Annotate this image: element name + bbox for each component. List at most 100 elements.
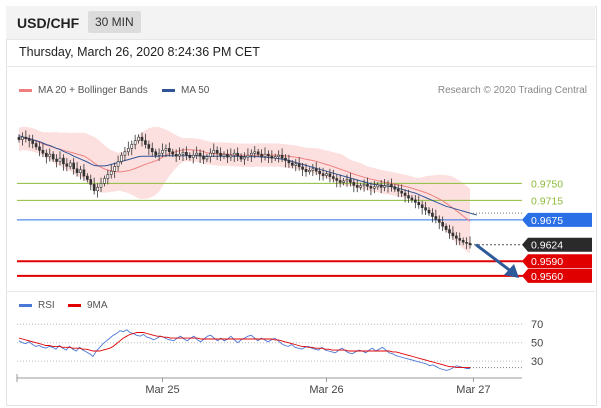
candle — [202, 150, 205, 164]
candle — [106, 169, 110, 185]
candle-body — [24, 136, 28, 139]
candle-body — [21, 136, 24, 140]
candle-body — [171, 151, 175, 155]
candle-body — [284, 157, 287, 161]
candle — [284, 154, 287, 168]
candle — [116, 155, 120, 172]
candle — [468, 236, 472, 249]
candle-body — [420, 204, 424, 209]
candle — [205, 153, 209, 162]
candle — [229, 148, 233, 162]
legend-swatch-ma20 — [19, 89, 32, 92]
candle — [294, 159, 298, 172]
level-tag-bg — [522, 254, 592, 269]
timeframe-button[interactable]: 30 MIN — [88, 11, 141, 33]
candle — [355, 179, 359, 193]
candle — [219, 147, 222, 162]
candle-body — [188, 154, 192, 158]
candle-body — [48, 153, 52, 157]
candle — [232, 149, 236, 162]
candle-body — [130, 144, 134, 149]
candle-body — [431, 212, 434, 217]
level-tag-label: 0.9560 — [531, 271, 563, 283]
candle — [58, 151, 62, 166]
candle — [352, 178, 356, 193]
candle — [99, 177, 103, 193]
candle — [45, 149, 48, 164]
time-axis-label: Mar 26 — [309, 384, 343, 396]
candle — [287, 154, 291, 168]
candle — [174, 149, 178, 162]
candle-body — [304, 169, 308, 173]
candle — [461, 237, 465, 246]
candle — [226, 149, 229, 163]
candle — [318, 167, 321, 181]
candle — [338, 174, 342, 188]
forecast-arrow-head — [504, 264, 519, 278]
candle-body — [209, 152, 212, 157]
candle-body — [161, 150, 164, 154]
candle — [34, 140, 38, 150]
chart-widget — [6, 6, 597, 406]
candle — [301, 162, 304, 177]
level-tag-label: 0.9590 — [531, 256, 563, 268]
candle-body — [253, 151, 257, 154]
level-tag-label: 0.9624 — [531, 240, 563, 252]
candle — [270, 150, 274, 163]
candle-body — [38, 146, 41, 151]
candle-body — [352, 182, 356, 186]
candle — [120, 152, 123, 165]
candle — [441, 216, 444, 232]
candle-body — [150, 148, 154, 153]
candle — [164, 144, 168, 158]
candle-body — [137, 136, 140, 141]
candle-body — [291, 162, 294, 166]
candle — [215, 146, 219, 161]
candle-body — [335, 178, 339, 181]
candle — [222, 151, 226, 160]
legend-ma20-bollinger: MA 20 + Bollinger Bands — [19, 85, 148, 96]
candle — [123, 146, 127, 162]
candle-body — [212, 150, 216, 154]
candle-body — [79, 169, 82, 174]
candle-body — [123, 151, 127, 156]
candle — [157, 148, 161, 162]
candle — [359, 182, 362, 191]
candle — [243, 152, 246, 165]
candle-body — [45, 152, 48, 157]
level-tag-label: 0.9675 — [531, 215, 563, 227]
level-tag-2: 0.9675 — [522, 212, 592, 227]
candle — [349, 172, 352, 187]
candle-body — [332, 176, 335, 179]
candle — [396, 184, 400, 198]
candle-body — [68, 162, 72, 167]
candle — [24, 130, 28, 143]
candle-body — [113, 166, 116, 172]
candle-body — [96, 187, 99, 192]
legend-rsi-ma9: 9MA — [68, 300, 108, 311]
level-tag-5: 0.9560 — [522, 268, 592, 283]
candle-body — [373, 186, 376, 189]
research-credit: Research © 2020 Trading Central — [437, 85, 587, 96]
candle-body — [178, 153, 181, 157]
candle-body — [92, 184, 96, 191]
candle — [328, 168, 332, 183]
candle — [424, 201, 427, 216]
candle — [154, 148, 157, 159]
legend-swatch-rsi-ma9 — [68, 304, 81, 307]
candle — [362, 179, 366, 192]
candle-body — [31, 140, 34, 144]
candle-body — [140, 136, 144, 141]
candle — [236, 147, 239, 162]
candle-body — [311, 168, 315, 171]
candle-body — [461, 240, 465, 243]
legend-label-rsi: RSI — [38, 300, 55, 311]
candle — [171, 148, 175, 158]
level-tag-0: 0.9750 — [531, 178, 563, 190]
candle-body — [396, 188, 400, 192]
candle — [113, 162, 116, 179]
candle-body — [417, 202, 421, 206]
candle — [308, 167, 311, 175]
rsi-level-label: 30 — [531, 356, 543, 368]
